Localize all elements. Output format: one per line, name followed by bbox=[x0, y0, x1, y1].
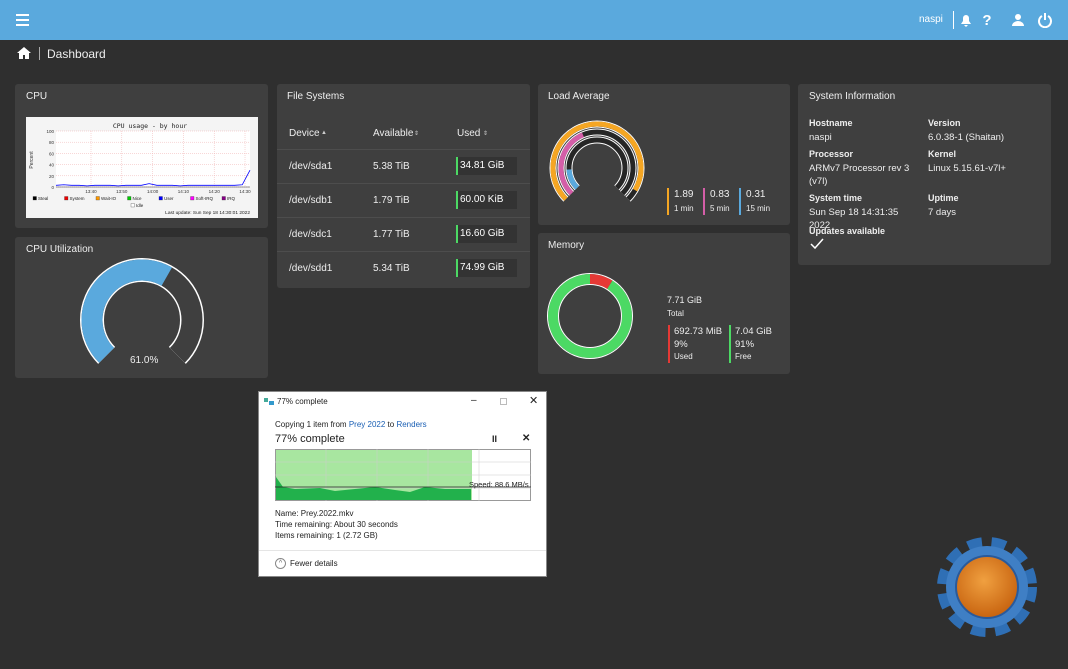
card-title: CPU bbox=[26, 91, 48, 102]
copy-text: Copying 1 item from bbox=[275, 420, 347, 429]
cancel-button[interactable]: ✕ bbox=[522, 433, 531, 444]
table-row bbox=[277, 149, 530, 183]
card-title: Memory bbox=[548, 240, 585, 251]
table-row bbox=[277, 217, 530, 251]
copy-dialog: 77% complete – ✕ Copying 1 item from Pre… bbox=[258, 391, 547, 577]
sort-icon: ⇕ bbox=[483, 131, 489, 137]
pause-button[interactable]: II bbox=[492, 434, 498, 444]
details-toggle[interactable]: Fewer details bbox=[290, 559, 338, 568]
load-value: 1.89 bbox=[674, 189, 694, 200]
memory-amount: 7.04 GiB bbox=[735, 326, 772, 337]
time-remaining: Time remaining: About 30 seconds bbox=[275, 520, 398, 529]
load-value: 0.83 bbox=[710, 189, 730, 200]
memory-label: Free bbox=[735, 352, 752, 361]
column-header: Device bbox=[289, 128, 320, 139]
speed-label: Speed: 88.6 MB/s bbox=[469, 480, 529, 489]
cpu-card bbox=[15, 84, 268, 228]
table-cell: 5.34 TiB bbox=[373, 263, 410, 274]
table-cell: 1.79 TiB bbox=[373, 195, 410, 206]
sort-icon: ▲ bbox=[321, 130, 327, 136]
progress-heading: 77% complete bbox=[275, 433, 345, 445]
field-value: 6.0.38-1 (Shaitan) bbox=[928, 132, 1005, 143]
field-label: Uptime bbox=[928, 193, 959, 203]
legend-bar bbox=[667, 188, 669, 215]
file-name: Name: Prey.2022.mkv bbox=[275, 509, 354, 518]
table-cell: /dev/sdb1 bbox=[289, 195, 333, 206]
close-button[interactable]: ✕ bbox=[529, 395, 539, 407]
field-label: Version bbox=[928, 118, 961, 128]
legend-bar bbox=[729, 325, 731, 363]
top-bar: naspi ? bbox=[0, 0, 1068, 40]
field-label: Hostname bbox=[809, 118, 853, 128]
table-row bbox=[277, 251, 530, 285]
menu-button[interactable] bbox=[16, 14, 30, 26]
field-value: naspi bbox=[809, 132, 832, 143]
logo bbox=[937, 537, 1037, 637]
memory-total-label: Total bbox=[667, 309, 684, 318]
load-value: 0.31 bbox=[746, 189, 766, 200]
table-cell: 5.38 TiB bbox=[373, 161, 410, 172]
legend-bar bbox=[703, 188, 705, 215]
used-cell: 34.81 GiB bbox=[456, 157, 517, 175]
used-cell: 16.60 GiB bbox=[456, 225, 517, 243]
memory-label: Used bbox=[674, 352, 693, 361]
card-title: File Systems bbox=[287, 91, 345, 102]
window-title: 77% complete bbox=[277, 397, 328, 406]
source-link[interactable]: Prey 2022 bbox=[348, 420, 386, 429]
toolbar-icons[interactable]: ? bbox=[958, 12, 1058, 28]
field-value: 7 days bbox=[928, 207, 956, 218]
field-label: System time bbox=[809, 193, 863, 203]
speed-graph bbox=[275, 449, 531, 501]
field-value: Sun Sep 18 14:31:35 2022 bbox=[809, 207, 899, 231]
check-icon bbox=[810, 238, 824, 250]
memory-amount: 692.73 MiB bbox=[674, 326, 723, 337]
home-icon[interactable] bbox=[17, 47, 31, 60]
column-header: Used bbox=[457, 128, 481, 139]
table-cell: /dev/sda1 bbox=[289, 161, 333, 172]
field-label: Processor bbox=[809, 149, 854, 159]
destination-link[interactable]: Renders bbox=[396, 420, 427, 429]
load-period: 5 min bbox=[710, 204, 730, 213]
items-remaining: Items remaining: 1 (2.72 GB) bbox=[275, 531, 378, 540]
details-toggle-icon[interactable]: ^ bbox=[275, 558, 286, 569]
used-cell: 60.00 KiB bbox=[456, 191, 517, 209]
table-cell: /dev/sdd1 bbox=[289, 263, 333, 274]
field-value: ARMv7 Processor rev 3 (v7l) bbox=[809, 163, 910, 187]
copy-text: to bbox=[387, 420, 395, 429]
updates-label: Updates available bbox=[809, 226, 886, 236]
sort-icon: ⇕ bbox=[414, 131, 420, 137]
file-systems-card bbox=[277, 84, 530, 288]
legend-bar bbox=[668, 325, 670, 363]
memory-percent: 9% bbox=[674, 339, 688, 350]
field-value: Linux 5.15.61-v7l+ bbox=[928, 163, 1006, 174]
load-period: 1 min bbox=[674, 204, 694, 213]
table-cell: /dev/sdc1 bbox=[289, 229, 332, 240]
table-cell: 1.77 TiB bbox=[373, 229, 410, 240]
card-title: Load Average bbox=[548, 91, 610, 102]
load-period: 15 min bbox=[746, 204, 771, 213]
svg-text:?: ? bbox=[982, 12, 991, 28]
field-label: Kernel bbox=[928, 149, 957, 159]
memory-total: 7.71 GiB bbox=[667, 295, 703, 305]
gauge-label: 61.0% bbox=[130, 355, 159, 366]
user-name: naspi bbox=[919, 14, 943, 25]
used-cell: 74.99 GiB bbox=[456, 259, 517, 277]
breadcrumb: Dashboard bbox=[47, 47, 106, 61]
card-title: CPU Utilization bbox=[26, 244, 94, 255]
memory-percent: 91% bbox=[735, 339, 755, 350]
table-row bbox=[277, 183, 530, 217]
card-title: System Information bbox=[809, 91, 896, 102]
maximize-button[interactable] bbox=[500, 398, 507, 405]
memory-card bbox=[538, 233, 790, 374]
legend-bar bbox=[739, 188, 741, 215]
column-header: Available bbox=[373, 128, 414, 139]
minimize-button[interactable]: – bbox=[471, 395, 477, 406]
system-information-card bbox=[798, 84, 1051, 265]
